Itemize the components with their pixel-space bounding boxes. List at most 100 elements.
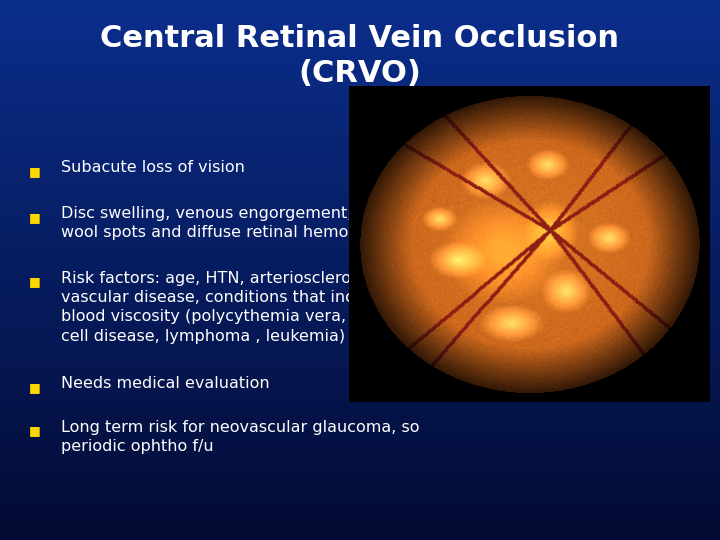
Bar	[0, 202, 720, 205]
Bar	[0, 243, 720, 246]
Bar	[0, 227, 720, 229]
Bar	[0, 8, 720, 11]
Bar	[0, 205, 720, 208]
Bar	[0, 518, 720, 521]
Bar	[0, 197, 720, 200]
Bar	[0, 427, 720, 429]
Bar	[0, 375, 720, 378]
Bar	[0, 16, 720, 19]
Bar	[0, 532, 720, 535]
Bar	[0, 122, 720, 124]
Bar	[0, 526, 720, 529]
Bar	[0, 508, 720, 510]
Bar	[0, 275, 720, 278]
Bar	[0, 165, 720, 167]
Bar	[0, 505, 720, 508]
Bar	[0, 127, 720, 130]
Text: Risk factors: age, HTN, arteriosclerotic
vascular disease, conditions that incre: Risk factors: age, HTN, arteriosclerotic…	[61, 271, 398, 343]
Bar	[0, 170, 720, 173]
Bar	[0, 65, 720, 68]
Bar	[0, 456, 720, 459]
Bar	[0, 5, 720, 8]
Bar	[0, 140, 720, 143]
Bar	[0, 459, 720, 462]
Bar	[0, 3, 720, 5]
Bar	[0, 454, 720, 456]
Bar	[0, 308, 720, 310]
Bar	[0, 338, 720, 340]
Bar	[0, 97, 720, 100]
Bar	[0, 224, 720, 227]
Bar	[0, 208, 720, 211]
Bar	[0, 0, 720, 3]
Bar	[0, 332, 720, 335]
Bar	[0, 340, 720, 343]
Bar	[0, 130, 720, 132]
Bar	[0, 359, 720, 362]
Bar	[0, 38, 720, 40]
Bar	[0, 124, 720, 127]
Bar	[0, 221, 720, 224]
Bar	[0, 329, 720, 332]
Bar	[0, 213, 720, 216]
Bar	[0, 416, 720, 418]
Text: ■: ■	[29, 211, 40, 224]
Bar	[0, 81, 720, 84]
Bar	[0, 313, 720, 316]
Bar	[0, 108, 720, 111]
Bar	[0, 489, 720, 491]
Bar	[0, 472, 720, 475]
Bar	[0, 424, 720, 427]
Bar	[0, 467, 720, 470]
Bar	[0, 378, 720, 381]
Bar	[0, 181, 720, 184]
Bar	[0, 397, 720, 400]
Bar	[0, 265, 720, 267]
Bar	[0, 162, 720, 165]
Bar	[0, 537, 720, 540]
Bar	[0, 284, 720, 286]
Bar	[0, 383, 720, 386]
Bar	[0, 246, 720, 248]
Bar	[0, 462, 720, 464]
Bar	[0, 240, 720, 243]
Bar	[0, 73, 720, 76]
Bar	[0, 92, 720, 94]
Bar	[0, 346, 720, 348]
Bar	[0, 389, 720, 392]
Bar	[0, 405, 720, 408]
Bar	[0, 186, 720, 189]
Bar	[0, 475, 720, 478]
Bar	[0, 254, 720, 256]
Bar	[0, 278, 720, 281]
Bar	[0, 418, 720, 421]
Bar	[0, 51, 720, 54]
Bar	[0, 470, 720, 472]
Bar	[0, 421, 720, 424]
Bar	[0, 435, 720, 437]
Bar	[0, 370, 720, 373]
Bar	[0, 437, 720, 440]
Bar	[0, 248, 720, 251]
Bar	[0, 259, 720, 262]
Bar	[0, 19, 720, 22]
Bar	[0, 502, 720, 505]
Bar	[0, 59, 720, 62]
Bar	[0, 256, 720, 259]
Bar	[0, 292, 720, 294]
Bar	[0, 335, 720, 338]
Text: Disc swelling, venous engorgement, cotton-
wool spots and diffuse retinal hemorr: Disc swelling, venous engorgement, cotto…	[61, 206, 415, 240]
Bar	[0, 354, 720, 356]
Bar	[0, 76, 720, 78]
Bar	[0, 143, 720, 146]
Bar	[0, 524, 720, 526]
Bar	[0, 386, 720, 389]
Bar	[0, 30, 720, 32]
Bar	[0, 273, 720, 275]
Text: Central Retinal Vein Occlusion
(CRVO): Central Retinal Vein Occlusion (CRVO)	[101, 24, 619, 88]
Bar	[0, 103, 720, 105]
Text: ■: ■	[29, 275, 40, 288]
Bar	[0, 362, 720, 364]
Bar	[0, 364, 720, 367]
Bar	[0, 491, 720, 494]
